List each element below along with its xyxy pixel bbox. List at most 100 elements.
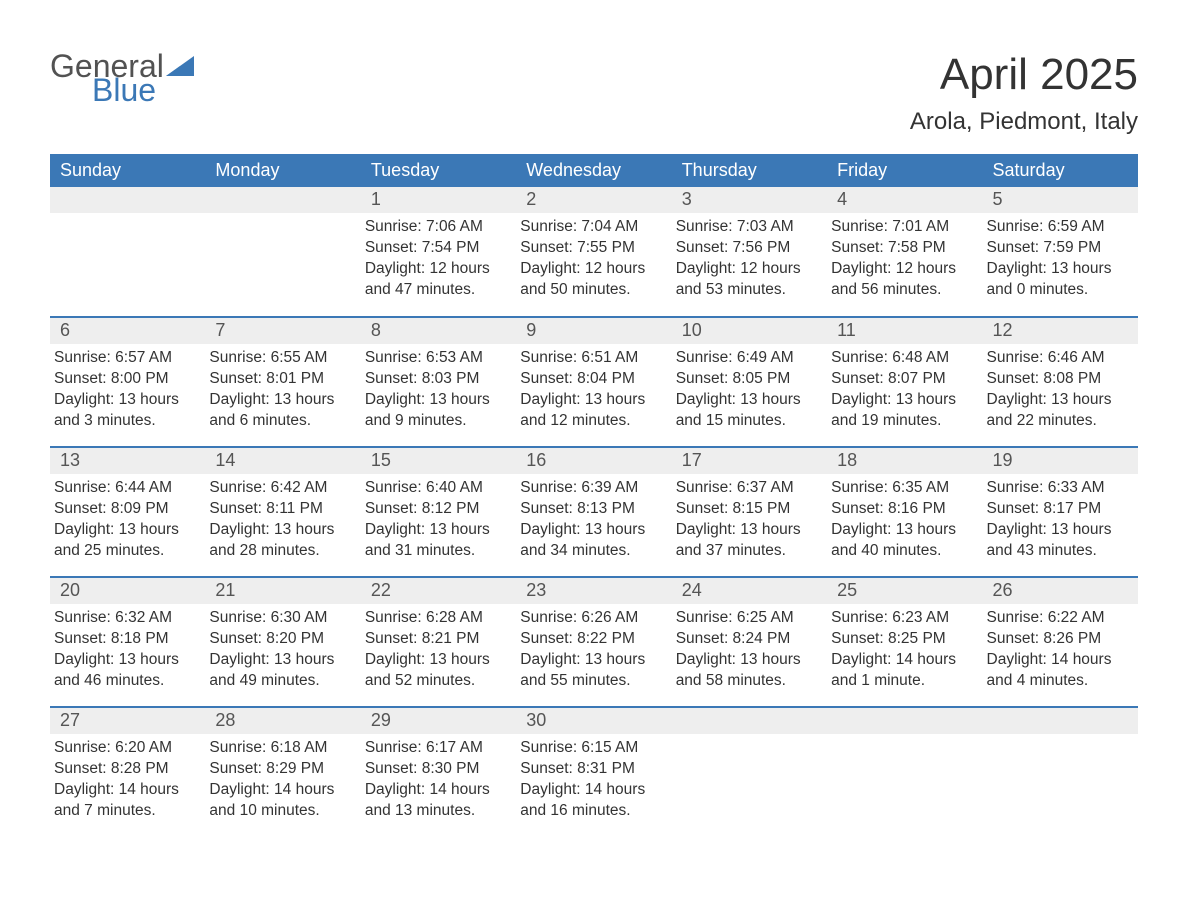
day-daylight1: Daylight: 14 hours <box>365 780 506 801</box>
day-number: 8 <box>361 318 516 344</box>
day-sunset: Sunset: 8:03 PM <box>365 369 506 390</box>
day-sunrise: Sunrise: 6:33 AM <box>987 478 1128 499</box>
calendar-day-cell: 15Sunrise: 6:40 AMSunset: 8:12 PMDayligh… <box>361 447 516 577</box>
day-number <box>205 187 360 213</box>
day-details: Sunrise: 6:51 AMSunset: 8:04 PMDaylight:… <box>516 344 671 442</box>
column-header: Saturday <box>983 154 1138 187</box>
day-number: 14 <box>205 448 360 474</box>
day-details: Sunrise: 7:01 AMSunset: 7:58 PMDaylight:… <box>827 213 982 311</box>
day-sunrise: Sunrise: 6:51 AM <box>520 348 661 369</box>
day-details: Sunrise: 6:42 AMSunset: 8:11 PMDaylight:… <box>205 474 360 572</box>
calendar-day-cell: 14Sunrise: 6:42 AMSunset: 8:11 PMDayligh… <box>205 447 360 577</box>
day-daylight1: Daylight: 14 hours <box>831 650 972 671</box>
day-sunset: Sunset: 8:15 PM <box>676 499 817 520</box>
calendar-day-cell: 12Sunrise: 6:46 AMSunset: 8:08 PMDayligh… <box>983 317 1138 447</box>
day-sunrise: Sunrise: 6:39 AM <box>520 478 661 499</box>
day-daylight1: Daylight: 13 hours <box>365 650 506 671</box>
day-number: 18 <box>827 448 982 474</box>
day-details: Sunrise: 7:04 AMSunset: 7:55 PMDaylight:… <box>516 213 671 311</box>
day-daylight2: and 0 minutes. <box>987 280 1128 301</box>
calendar-table: SundayMondayTuesdayWednesdayThursdayFrid… <box>50 154 1138 837</box>
day-sunset: Sunset: 8:05 PM <box>676 369 817 390</box>
day-daylight2: and 46 minutes. <box>54 671 195 692</box>
day-number <box>827 708 982 734</box>
day-sunset: Sunset: 7:59 PM <box>987 238 1128 259</box>
day-sunset: Sunset: 8:00 PM <box>54 369 195 390</box>
day-number: 10 <box>672 318 827 344</box>
day-daylight2: and 40 minutes. <box>831 541 972 562</box>
logo-text-blue: Blue <box>92 74 194 106</box>
day-details: Sunrise: 6:18 AMSunset: 8:29 PMDaylight:… <box>205 734 360 832</box>
day-daylight2: and 55 minutes. <box>520 671 661 692</box>
day-sunset: Sunset: 8:13 PM <box>520 499 661 520</box>
day-sunrise: Sunrise: 6:57 AM <box>54 348 195 369</box>
day-sunset: Sunset: 8:04 PM <box>520 369 661 390</box>
calendar-day-cell: 28Sunrise: 6:18 AMSunset: 8:29 PMDayligh… <box>205 707 360 837</box>
calendar-day-cell <box>983 707 1138 837</box>
day-sunset: Sunset: 8:31 PM <box>520 759 661 780</box>
day-number <box>983 708 1138 734</box>
day-number <box>672 708 827 734</box>
calendar-day-cell: 29Sunrise: 6:17 AMSunset: 8:30 PMDayligh… <box>361 707 516 837</box>
day-details: Sunrise: 6:37 AMSunset: 8:15 PMDaylight:… <box>672 474 827 572</box>
day-number: 5 <box>983 187 1138 213</box>
day-daylight2: and 58 minutes. <box>676 671 817 692</box>
day-number: 16 <box>516 448 671 474</box>
day-details: Sunrise: 6:48 AMSunset: 8:07 PMDaylight:… <box>827 344 982 442</box>
day-daylight2: and 34 minutes. <box>520 541 661 562</box>
day-daylight1: Daylight: 12 hours <box>831 259 972 280</box>
day-sunset: Sunset: 8:22 PM <box>520 629 661 650</box>
day-daylight2: and 25 minutes. <box>54 541 195 562</box>
day-number: 25 <box>827 578 982 604</box>
day-number: 4 <box>827 187 982 213</box>
calendar-day-cell <box>50 187 205 317</box>
day-daylight2: and 1 minute. <box>831 671 972 692</box>
calendar-day-cell: 26Sunrise: 6:22 AMSunset: 8:26 PMDayligh… <box>983 577 1138 707</box>
day-daylight2: and 50 minutes. <box>520 280 661 301</box>
day-number: 1 <box>361 187 516 213</box>
calendar-day-cell: 20Sunrise: 6:32 AMSunset: 8:18 PMDayligh… <box>50 577 205 707</box>
day-daylight2: and 3 minutes. <box>54 411 195 432</box>
day-sunrise: Sunrise: 6:30 AM <box>209 608 350 629</box>
calendar-day-cell: 30Sunrise: 6:15 AMSunset: 8:31 PMDayligh… <box>516 707 671 837</box>
day-daylight1: Daylight: 12 hours <box>676 259 817 280</box>
day-sunrise: Sunrise: 6:32 AM <box>54 608 195 629</box>
day-daylight1: Daylight: 12 hours <box>365 259 506 280</box>
day-daylight2: and 53 minutes. <box>676 280 817 301</box>
logo-triangle-icon <box>166 56 194 76</box>
day-sunset: Sunset: 8:01 PM <box>209 369 350 390</box>
calendar-day-cell: 16Sunrise: 6:39 AMSunset: 8:13 PMDayligh… <box>516 447 671 577</box>
day-details <box>50 213 205 227</box>
day-sunrise: Sunrise: 6:37 AM <box>676 478 817 499</box>
day-daylight2: and 19 minutes. <box>831 411 972 432</box>
day-daylight2: and 52 minutes. <box>365 671 506 692</box>
day-daylight1: Daylight: 13 hours <box>54 650 195 671</box>
calendar-day-cell <box>205 187 360 317</box>
calendar-week-row: 6Sunrise: 6:57 AMSunset: 8:00 PMDaylight… <box>50 317 1138 447</box>
day-number: 2 <box>516 187 671 213</box>
day-details: Sunrise: 6:15 AMSunset: 8:31 PMDaylight:… <box>516 734 671 832</box>
day-sunrise: Sunrise: 6:25 AM <box>676 608 817 629</box>
day-details: Sunrise: 6:23 AMSunset: 8:25 PMDaylight:… <box>827 604 982 702</box>
day-sunset: Sunset: 8:26 PM <box>987 629 1128 650</box>
day-daylight2: and 15 minutes. <box>676 411 817 432</box>
column-header: Tuesday <box>361 154 516 187</box>
day-sunset: Sunset: 8:09 PM <box>54 499 195 520</box>
day-number: 22 <box>361 578 516 604</box>
day-details: Sunrise: 6:49 AMSunset: 8:05 PMDaylight:… <box>672 344 827 442</box>
day-details <box>827 734 982 748</box>
calendar-day-cell: 6Sunrise: 6:57 AMSunset: 8:00 PMDaylight… <box>50 317 205 447</box>
day-daylight2: and 56 minutes. <box>831 280 972 301</box>
day-details: Sunrise: 6:33 AMSunset: 8:17 PMDaylight:… <box>983 474 1138 572</box>
calendar-day-cell: 4Sunrise: 7:01 AMSunset: 7:58 PMDaylight… <box>827 187 982 317</box>
day-daylight1: Daylight: 13 hours <box>987 390 1128 411</box>
calendar-day-cell <box>672 707 827 837</box>
day-sunrise: Sunrise: 6:20 AM <box>54 738 195 759</box>
day-daylight2: and 49 minutes. <box>209 671 350 692</box>
day-daylight2: and 22 minutes. <box>987 411 1128 432</box>
day-daylight2: and 10 minutes. <box>209 801 350 822</box>
day-daylight1: Daylight: 13 hours <box>54 390 195 411</box>
calendar-day-cell: 21Sunrise: 6:30 AMSunset: 8:20 PMDayligh… <box>205 577 360 707</box>
column-header: Thursday <box>672 154 827 187</box>
day-daylight1: Daylight: 13 hours <box>676 650 817 671</box>
